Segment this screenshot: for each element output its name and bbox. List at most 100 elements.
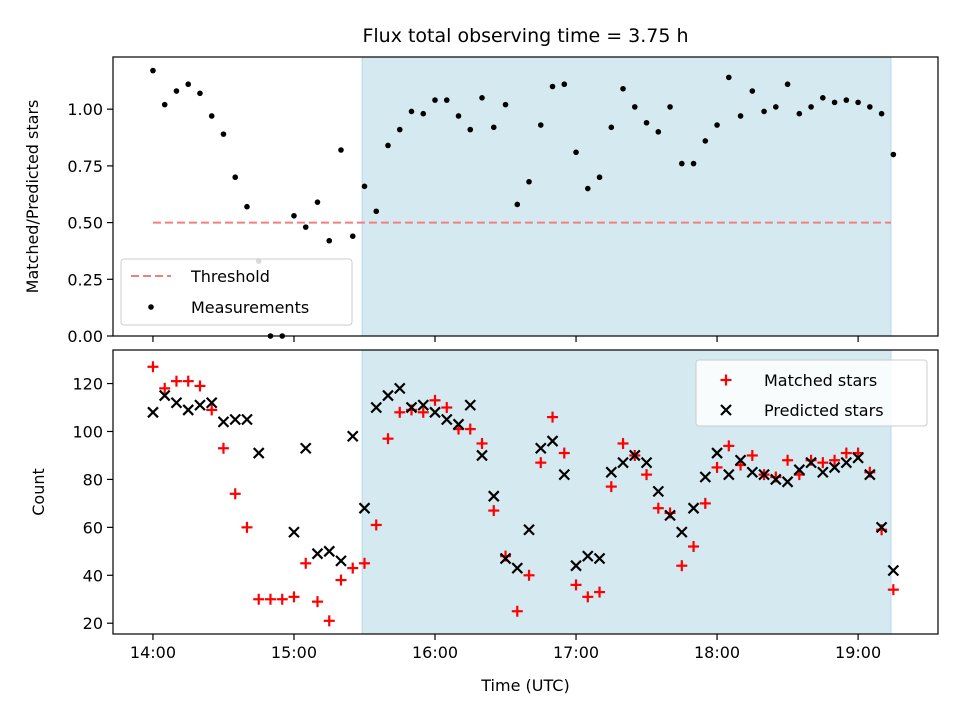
measurement-point bbox=[420, 110, 427, 117]
measurement-point bbox=[291, 212, 297, 219]
chart-title: Flux total observing time = 3.75 h bbox=[362, 25, 688, 47]
legend-matched-label: Matched stars bbox=[764, 371, 877, 390]
matched-star-point bbox=[887, 584, 899, 596]
matched-star-point bbox=[558, 447, 570, 459]
measurement-point bbox=[855, 99, 861, 106]
y-tick-label: 120 bbox=[72, 375, 103, 394]
measurement-point bbox=[220, 131, 227, 137]
predicted-star-point bbox=[158, 389, 171, 402]
predicted-star-point bbox=[288, 526, 300, 538]
predicted-star-point bbox=[875, 521, 888, 534]
measurement-point bbox=[749, 88, 756, 94]
measurement-point bbox=[796, 110, 803, 117]
predicted-star-point bbox=[476, 449, 488, 462]
measurement-point bbox=[702, 138, 709, 144]
y-tick-label: 0.50 bbox=[67, 214, 103, 233]
predicted-star-point bbox=[182, 404, 194, 416]
measurement-point bbox=[820, 95, 826, 101]
matched-star-point bbox=[688, 541, 700, 553]
matched-star-point bbox=[699, 497, 711, 509]
measurement-point bbox=[667, 104, 673, 110]
predicted-star-point bbox=[511, 562, 524, 574]
matched-star-point bbox=[523, 569, 535, 581]
predicted-star-point bbox=[205, 396, 218, 409]
measurement-point bbox=[490, 124, 497, 131]
predicted-star-point bbox=[499, 552, 512, 565]
measurement-point bbox=[620, 85, 626, 92]
predicted-star-point bbox=[676, 526, 688, 538]
measurement-point bbox=[479, 95, 485, 101]
predicted-star-point bbox=[464, 399, 477, 411]
x-tick-label: 15:00 bbox=[271, 643, 317, 662]
predicted-star-point bbox=[241, 413, 253, 426]
predicted-star-point bbox=[652, 485, 665, 498]
matched-star-point bbox=[229, 488, 241, 500]
bottom-panel-ticks: 14:00 15:00 16:00 17:00 18:00 19:00 20 40 60 80 10… bbox=[72, 375, 881, 662]
top-panel: 0.00 0.25 0.50 0.75 1.00 Flux total observin… bbox=[23, 25, 939, 346]
predicted-star-point bbox=[570, 559, 582, 572]
predicted-star-point bbox=[852, 452, 864, 464]
matched-star-point bbox=[382, 433, 394, 445]
measurement-point bbox=[890, 151, 897, 158]
measurement-point bbox=[631, 104, 638, 110]
matched-star-point bbox=[582, 591, 594, 603]
matched-star-point bbox=[782, 454, 794, 466]
measurement-point bbox=[714, 122, 720, 128]
predicted-star-point bbox=[170, 396, 183, 409]
measurement-point bbox=[302, 224, 309, 230]
measurement-point bbox=[244, 203, 250, 210]
legend-matched-symbol bbox=[720, 374, 732, 386]
legend-x-mark bbox=[720, 404, 732, 416]
predicted-star-point bbox=[487, 490, 500, 502]
measurement-point bbox=[643, 119, 650, 126]
predicted-star-point bbox=[781, 476, 794, 488]
measurement-point bbox=[455, 113, 462, 119]
predicted-star-point bbox=[605, 466, 618, 479]
matched-star-point bbox=[829, 454, 841, 466]
measurement-point bbox=[150, 67, 156, 74]
matched-star-point bbox=[217, 442, 229, 454]
measurement-point bbox=[843, 97, 850, 103]
matched-star-point bbox=[159, 382, 171, 394]
legend-predicted-symbol bbox=[720, 404, 732, 416]
measurement-point bbox=[573, 149, 579, 156]
matched-star-point bbox=[652, 502, 664, 514]
matched-star-point bbox=[488, 505, 500, 517]
measurement-point bbox=[679, 160, 685, 167]
measurement-point bbox=[655, 129, 662, 135]
measurement-point bbox=[690, 160, 697, 167]
predicted-star-point bbox=[793, 464, 806, 476]
measurement-point bbox=[349, 233, 356, 239]
measurement-point bbox=[831, 99, 838, 106]
y-tick-label: 1.00 bbox=[67, 100, 103, 119]
matched-star-point bbox=[547, 411, 559, 423]
legend-plus-mark bbox=[720, 374, 732, 386]
matched-star-point bbox=[641, 469, 653, 481]
y-tick-label: 80 bbox=[83, 470, 103, 489]
predicted-star-point bbox=[147, 406, 159, 419]
predicted-star-point bbox=[358, 502, 371, 514]
matched-star-point bbox=[605, 481, 617, 493]
matched-star-point bbox=[335, 574, 347, 586]
measurement-point bbox=[361, 183, 368, 190]
matched-star-point bbox=[394, 406, 406, 418]
measurement-point bbox=[232, 174, 239, 181]
predicted-star-point bbox=[887, 564, 900, 577]
matched-star-point bbox=[429, 394, 441, 406]
measurement-point bbox=[396, 126, 403, 133]
matched-star-point bbox=[170, 375, 182, 387]
measurement-point bbox=[608, 124, 615, 131]
predicted-star-point bbox=[617, 456, 629, 469]
predicted-star-point bbox=[534, 442, 547, 455]
matched-star-point bbox=[347, 562, 359, 574]
measurement-point bbox=[784, 81, 791, 88]
matched-star-point bbox=[300, 557, 312, 569]
matched-star-point bbox=[817, 457, 829, 469]
measurement-point bbox=[867, 104, 873, 110]
y-tick-label: 20 bbox=[83, 614, 103, 633]
predicted-star-point bbox=[452, 418, 465, 431]
matched-star-point bbox=[323, 615, 335, 627]
predicted-star-point bbox=[252, 447, 265, 459]
predicted-star-point bbox=[664, 509, 676, 522]
